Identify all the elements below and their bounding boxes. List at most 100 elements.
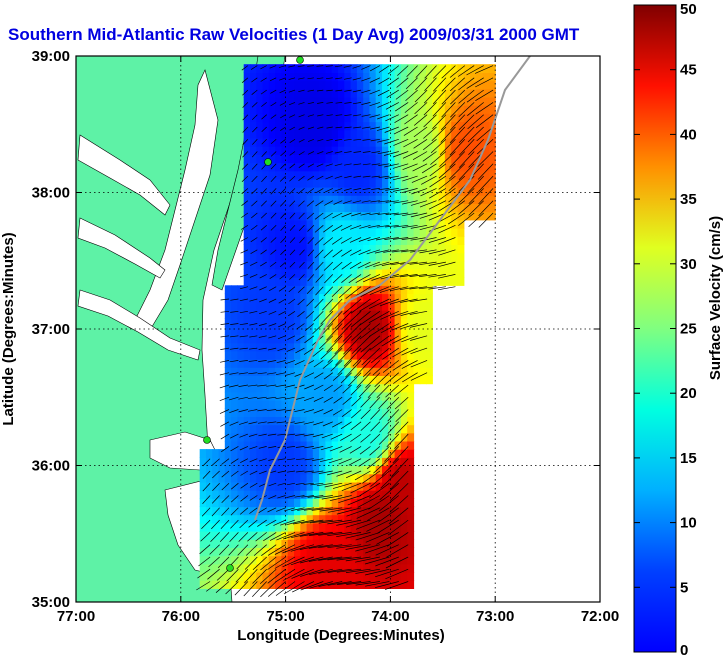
velocity-vector	[243, 581, 258, 597]
velocity-vector	[323, 225, 334, 233]
field-cell	[382, 293, 389, 303]
field-cell	[294, 260, 301, 270]
field-cell	[363, 219, 371, 229]
field-cell	[281, 96, 289, 106]
field-cell	[444, 228, 452, 237]
field-cell	[331, 228, 339, 237]
field-cell	[363, 457, 371, 467]
field-cell	[231, 440, 238, 450]
velocity-vector	[449, 77, 466, 92]
field-cell	[237, 531, 245, 540]
field-cell	[444, 187, 452, 196]
field-cell	[287, 359, 295, 368]
field-cell	[325, 244, 333, 254]
field-cell	[407, 285, 415, 295]
field-cell	[262, 514, 270, 524]
field-cell	[338, 490, 345, 499]
field-cell	[331, 88, 339, 98]
velocity-vector	[377, 151, 390, 155]
field-cell	[394, 268, 402, 278]
field-cell	[262, 318, 270, 327]
field-cell	[444, 146, 452, 155]
velocity-vector	[285, 372, 296, 376]
velocity-vector	[449, 114, 466, 131]
velocity-vector	[280, 212, 286, 219]
field-cell	[356, 383, 364, 393]
velocity-vector	[275, 396, 286, 400]
velocity-vector	[381, 323, 399, 334]
field-cell	[268, 64, 276, 73]
velocity-vector	[474, 65, 494, 74]
field-cell	[344, 318, 352, 327]
field-cell	[350, 80, 358, 90]
velocity-vector	[365, 544, 390, 554]
field-cell	[344, 383, 352, 393]
field-cell	[375, 72, 383, 82]
field-cell	[325, 309, 333, 319]
field-cell	[294, 170, 301, 180]
field-cell	[237, 383, 245, 393]
field-cell	[457, 88, 465, 98]
field-cell	[287, 244, 295, 254]
field-cell	[350, 203, 358, 213]
field-cell	[319, 539, 326, 548]
velocity-vector	[375, 556, 399, 567]
velocity-vector	[438, 224, 456, 234]
field-cell	[432, 162, 440, 172]
field-cell	[419, 64, 427, 73]
field-cell	[413, 187, 421, 196]
field-cell	[268, 490, 276, 499]
field-cell	[306, 359, 314, 368]
field-cell	[256, 391, 264, 401]
field-cell	[287, 203, 295, 213]
field-cell	[243, 285, 251, 295]
velocity-vector	[210, 532, 220, 542]
field-cell	[375, 424, 383, 434]
colorbar-tick-label: 50	[680, 1, 697, 18]
field-cell	[294, 113, 301, 123]
field-cell	[325, 260, 333, 270]
velocity-vector	[230, 495, 239, 503]
field-cell	[281, 572, 289, 581]
velocity-vector	[403, 126, 418, 136]
velocity-vector	[277, 433, 286, 436]
field-cell	[224, 473, 232, 483]
field-cell	[294, 121, 301, 131]
field-cell	[488, 170, 496, 180]
velocity-vector	[296, 323, 305, 330]
field-cell	[319, 440, 326, 450]
field-cell	[382, 383, 389, 393]
field-cell	[432, 64, 440, 73]
field-cell	[457, 72, 465, 82]
field-cell	[331, 277, 339, 286]
field-cell	[300, 506, 308, 516]
field-cell	[356, 268, 364, 278]
velocity-vector	[323, 372, 334, 380]
velocity-vector	[252, 556, 267, 571]
field-cell	[294, 490, 301, 499]
velocity-vector	[387, 409, 400, 422]
field-cell	[382, 416, 389, 426]
field-cell	[388, 416, 396, 426]
field-cell	[224, 580, 232, 589]
field-cell	[312, 236, 320, 245]
field-cell	[306, 342, 314, 352]
field-cell	[224, 383, 232, 393]
field-cell	[312, 244, 320, 254]
velocity-vector	[428, 249, 446, 255]
velocity-vector	[230, 310, 239, 313]
velocity-vector	[284, 384, 296, 388]
field-cell	[281, 228, 289, 237]
velocity-vector	[306, 286, 315, 294]
field-cell	[482, 195, 490, 204]
field-cell	[275, 88, 282, 98]
field-cell	[356, 260, 364, 270]
field-cell	[369, 457, 377, 467]
field-cell	[231, 391, 238, 401]
velocity-vector	[306, 188, 315, 194]
field-cell	[369, 301, 377, 311]
velocity-vector	[291, 568, 315, 579]
velocity-vector	[384, 446, 400, 462]
field-cell	[344, 219, 352, 229]
velocity-vector	[242, 89, 249, 96]
